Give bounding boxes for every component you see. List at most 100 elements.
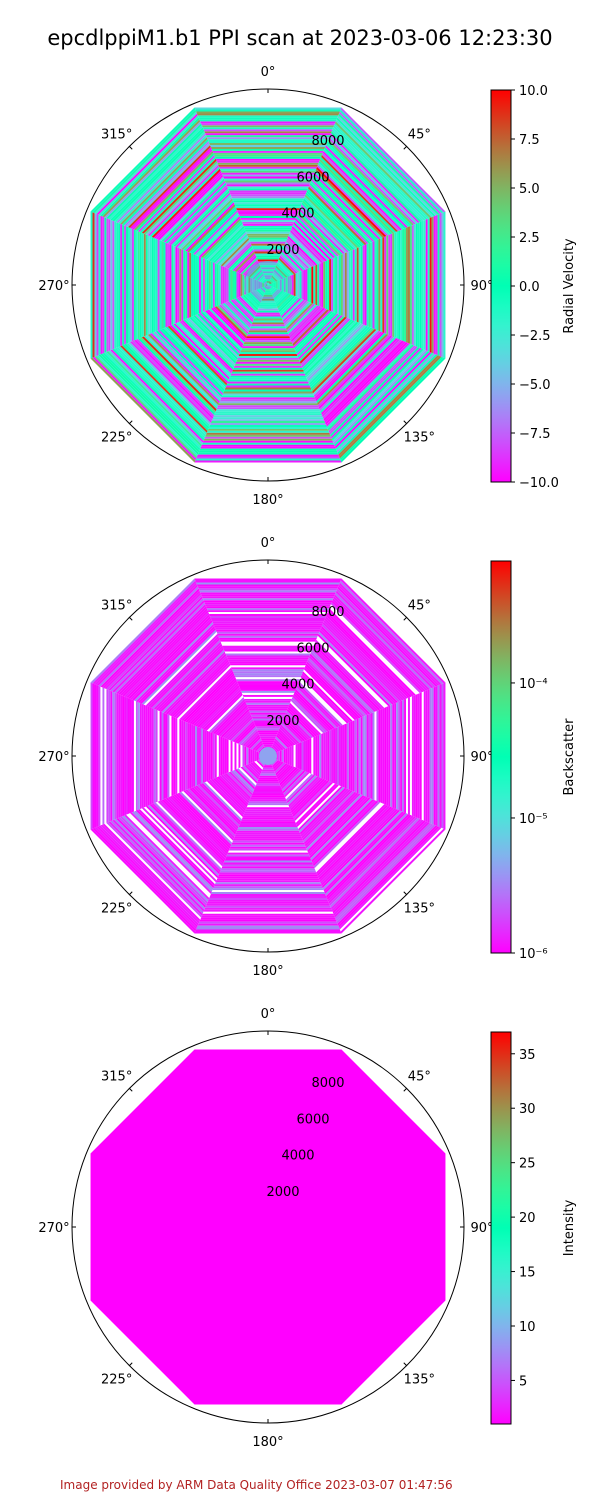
azimuth-label: 225° [101, 1372, 132, 1387]
scan-stripe [216, 407, 320, 410]
polar-panel-2: 0° 45° 90° 135° 180° 225° 270° 315° 2000 4000 6000… [38, 536, 577, 979]
colorbar-label: Intensity [562, 1199, 577, 1256]
scan-stripe [177, 718, 180, 794]
scan-stripe [198, 450, 338, 453]
scan-stripe [128, 698, 130, 814]
scan-stripe [271, 759, 278, 766]
scan-stripe [236, 271, 239, 299]
scan-stripe [427, 689, 430, 823]
scan-stripe [309, 738, 312, 774]
colorbar-tick-label: 5 [519, 1374, 527, 1389]
scan-stripe [201, 915, 335, 918]
scan-stripe [169, 796, 228, 855]
scan-stripe [212, 150, 324, 153]
scan-stripe [316, 804, 387, 875]
scan-stripe [216, 734, 219, 778]
scan-stripe [139, 337, 216, 414]
scan-stripe [231, 667, 305, 670]
radial-tick-label: 6000 [296, 170, 329, 185]
azimuth-label: 225° [101, 901, 132, 916]
scan-stripe [308, 796, 367, 855]
scan-stripe [139, 702, 142, 810]
scan-stripe [205, 905, 331, 908]
scan-stripe [218, 874, 318, 877]
scan-stripe [214, 411, 322, 414]
scan-stripe [277, 751, 280, 761]
scan-stripe [205, 432, 331, 435]
scan-stripe [149, 235, 152, 335]
scan-stripe [155, 238, 158, 332]
scan-stripe [251, 716, 285, 719]
scan-stripe [222, 645, 314, 648]
scan-stripe [327, 730, 330, 782]
scan-stripe [175, 192, 231, 248]
scan-stripe [205, 434, 331, 437]
scan-stripe [149, 706, 152, 806]
scan-stripe [326, 814, 412, 900]
scan-stripe [108, 218, 111, 352]
scan-stripe [159, 711, 162, 801]
scan-stripe [145, 705, 148, 807]
scan-stripe [207, 899, 329, 902]
scan-stripe [291, 274, 294, 296]
scan-stripe [219, 399, 317, 402]
scan-stripe [348, 250, 351, 320]
scan-stripe [222, 302, 251, 331]
scan-stripe [199, 590, 337, 593]
scan-stripe [250, 326, 286, 329]
scan-stripe [298, 786, 343, 831]
scan-stripe [290, 778, 324, 812]
scan-stripe [207, 139, 329, 142]
azimuth-label: 270° [38, 1221, 69, 1236]
scan-stripe [230, 665, 306, 668]
scan-stripe [234, 722, 255, 743]
scan-stripe [272, 760, 282, 770]
scan-stripe [141, 703, 144, 809]
scan-stripe [283, 716, 308, 741]
scan-stripe [155, 801, 223, 869]
scan-stripe [310, 651, 373, 714]
scan-stripe [321, 338, 401, 418]
scan-stripe [175, 663, 231, 719]
scan-stripe [220, 868, 316, 871]
scan-stripe [210, 145, 326, 147]
scan-stripe [167, 655, 228, 716]
scan-stripe [195, 254, 198, 316]
scan-stripe [145, 334, 219, 408]
scan-stripe [287, 304, 318, 335]
scan-stripe [244, 227, 292, 230]
azimuth-tick [129, 891, 133, 895]
scan-stripe [307, 659, 365, 717]
scan-stripe [151, 707, 154, 805]
scan-stripe [209, 614, 327, 617]
scan-stripe [339, 580, 444, 685]
scan-stripe [314, 802, 383, 871]
colorbar-tick-label: 7.5 [519, 133, 540, 148]
scan-stripe [133, 150, 214, 231]
scan-stripe [244, 811, 292, 814]
scan-stripe [327, 815, 414, 902]
scan-stripe [394, 231, 397, 339]
scan-stripe [306, 661, 363, 718]
scan-stripe [247, 803, 289, 806]
scan-stripe [388, 705, 391, 807]
scan-stripe [233, 673, 303, 676]
scan-stripe [272, 742, 282, 752]
scan-stripe [411, 224, 414, 346]
scan-stripe [290, 778, 326, 814]
scan-stripe [294, 782, 334, 822]
scan-stripe [201, 442, 335, 445]
scan-stripe [279, 255, 298, 274]
scan-stripe [256, 751, 259, 761]
scan-stripe [250, 712, 286, 715]
center-blob [244, 261, 292, 309]
scan-stripe [189, 206, 237, 254]
scan-stripe [155, 330, 223, 398]
scan-stripe [293, 781, 332, 820]
scan-stripe [214, 306, 247, 339]
azimuth-tick [129, 420, 133, 424]
scan-stripe [282, 770, 306, 794]
scan-stripe [249, 328, 287, 331]
scan-stripe [208, 141, 328, 144]
